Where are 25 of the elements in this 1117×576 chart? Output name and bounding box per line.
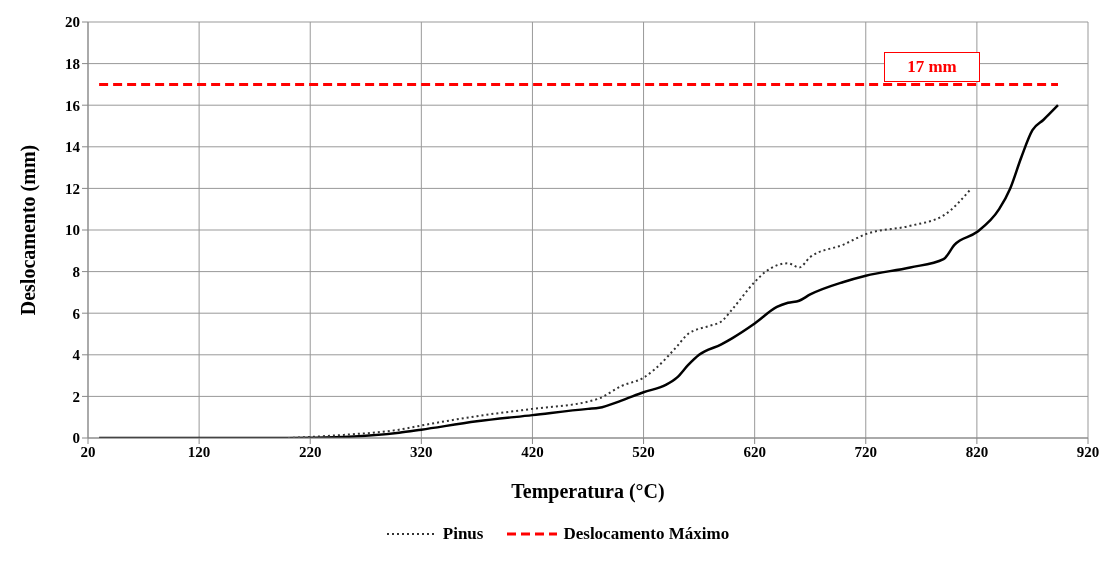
x-tick-label: 220 (298, 443, 322, 460)
y-tick-label: 4 (72, 347, 81, 364)
y-tick-label: 8 (72, 263, 80, 280)
x-tick-label: 820 (965, 443, 989, 460)
x-tick-label: 120 (187, 443, 211, 460)
legend-label: Deslocamento Máximo (563, 524, 730, 544)
y-tick-label: 14 (65, 139, 81, 156)
x-axis-title: Temperatura (°C) (511, 480, 665, 503)
x-tick-label: 620 (743, 443, 766, 460)
x-tick-label: 420 (521, 443, 544, 460)
y-tick-label: 10 (65, 222, 80, 239)
y-axis-title: Deslocamento (mm) (17, 144, 41, 316)
x-tick-label: 720 (854, 443, 878, 460)
y-tick-label: 2 (72, 388, 80, 405)
y-tick-label: 6 (72, 305, 81, 322)
y-tick-label: 18 (65, 55, 80, 72)
legend-label: Pinus (442, 524, 484, 544)
annotation: 17 mm (884, 52, 980, 82)
y-tick-label: 16 (65, 97, 81, 114)
x-tick-label: 920 (1076, 443, 1100, 460)
y-tick-label: 12 (65, 180, 80, 197)
y-tick-label: 20 (65, 14, 80, 31)
x-tick-label: 320 (410, 443, 433, 460)
x-tick-label: 520 (632, 443, 655, 460)
y-tick-label: 0 (72, 430, 80, 447)
